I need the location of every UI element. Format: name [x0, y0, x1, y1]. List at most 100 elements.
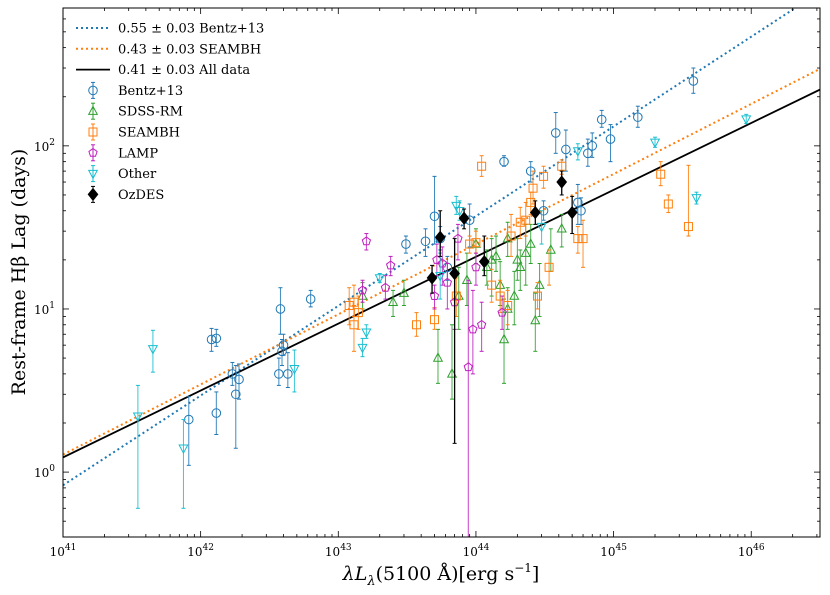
- data-point: [515, 217, 525, 227]
- data-point: [538, 205, 549, 216]
- data-point: [429, 211, 440, 222]
- series-seambh: [344, 155, 693, 352]
- x-axis-label-sup: −1: [514, 561, 532, 575]
- data-point: [429, 291, 440, 301]
- x-tick-label: 1046: [738, 543, 765, 559]
- data-point: [663, 199, 673, 209]
- data-point: [556, 222, 567, 233]
- legend-label: 0.55 ± 0.03 Bentz+13: [118, 22, 264, 37]
- data-point: [453, 233, 463, 243]
- data-point: [502, 232, 513, 243]
- data-point: [497, 307, 507, 317]
- legend: 0.55 ± 0.03 Bentz+13 0.43 ± 0.03 SEAMBH 0.…: [76, 22, 264, 203]
- data-point: [506, 231, 516, 241]
- x-tick-label: 1044: [463, 543, 490, 559]
- data-point: [361, 236, 372, 246]
- data-point: [512, 254, 523, 264]
- data-point: [468, 324, 478, 334]
- series-lamp: [357, 223, 507, 537]
- data-point: [683, 222, 693, 232]
- data-point: [525, 238, 536, 248]
- data-point: [357, 343, 368, 354]
- data-point: [503, 301, 513, 311]
- legend-marker: [87, 169, 99, 180]
- y-tick-label: 100: [34, 464, 55, 480]
- data-point: [688, 76, 699, 86]
- fit-line-3: [63, 88, 820, 459]
- x-axis-label-mid: (5100 Å)[erg s: [376, 563, 515, 585]
- legend-marker: [88, 85, 98, 96]
- data-point: [573, 234, 583, 244]
- data-point: [521, 215, 531, 225]
- y-axis-label: Rest-frame Hβ Lag (days): [8, 149, 30, 396]
- data-point: [357, 285, 368, 295]
- data-point: [449, 266, 460, 281]
- legend-label: LAMP: [118, 146, 158, 161]
- series-sdss-rm: [357, 213, 567, 400]
- data-point: [520, 247, 531, 257]
- x-axis-label-end: ]: [532, 563, 539, 585]
- data-point: [557, 161, 567, 171]
- y-tick-label: 101: [34, 301, 55, 317]
- data-point: [477, 161, 487, 171]
- data-point: [550, 128, 561, 138]
- data-point: [633, 112, 643, 122]
- data-point: [596, 114, 607, 125]
- data-point: [576, 205, 586, 216]
- data-point: [572, 147, 583, 157]
- data-point: [561, 144, 571, 155]
- data-point: [649, 138, 661, 149]
- legend-label: Other: [118, 167, 157, 182]
- data-point: [495, 291, 505, 301]
- data-point: [211, 408, 222, 418]
- data-point: [374, 274, 385, 284]
- data-point: [498, 333, 510, 344]
- x-axis-label: λLλ(5100 Å)[erg s−1]: [342, 561, 540, 589]
- data-point: [353, 308, 363, 318]
- data-point: [437, 258, 448, 268]
- data-point: [691, 194, 702, 204]
- data-point: [426, 271, 438, 285]
- x-tick-label: 1045: [600, 543, 627, 559]
- data-point: [411, 320, 421, 330]
- data-point: [458, 211, 470, 225]
- data-point: [429, 315, 439, 325]
- data-point: [227, 369, 238, 379]
- data-point: [387, 296, 399, 306]
- data-point: [539, 171, 549, 181]
- data-point: [420, 236, 431, 247]
- data-point: [509, 290, 520, 300]
- data-point: [451, 291, 461, 301]
- fit-line-2: [63, 67, 820, 456]
- data-point: [283, 369, 293, 379]
- plot-frame: [62, 7, 821, 538]
- x-axis-label-sub: λ: [366, 574, 375, 589]
- legend-label: SDSS-RM: [118, 105, 183, 120]
- legend-marker: [87, 187, 99, 202]
- data-point: [487, 280, 497, 290]
- data-point: [435, 271, 446, 282]
- data-point: [478, 254, 490, 269]
- data-point: [211, 333, 222, 344]
- data-point: [578, 234, 588, 244]
- data-point: [499, 156, 509, 167]
- data-point: [361, 328, 372, 339]
- series-other: [132, 113, 752, 509]
- data-point: [275, 304, 286, 314]
- x-tick-label: 1043: [325, 543, 352, 559]
- x-axis-label-lambda: λ: [342, 563, 355, 585]
- data-point: [463, 362, 473, 372]
- series-ozdes: [426, 170, 578, 444]
- data-point: [476, 319, 487, 329]
- data-point: [451, 201, 462, 212]
- data-point: [536, 222, 547, 233]
- data-point: [486, 254, 497, 264]
- y-tick-label: 102: [34, 138, 55, 154]
- data-point: [605, 134, 616, 144]
- legend-marker: [88, 127, 98, 137]
- data-point: [289, 365, 300, 375]
- data-point: [380, 282, 391, 292]
- data-point: [147, 345, 159, 355]
- legend-marker: [88, 147, 98, 157]
- data-point: [490, 250, 502, 261]
